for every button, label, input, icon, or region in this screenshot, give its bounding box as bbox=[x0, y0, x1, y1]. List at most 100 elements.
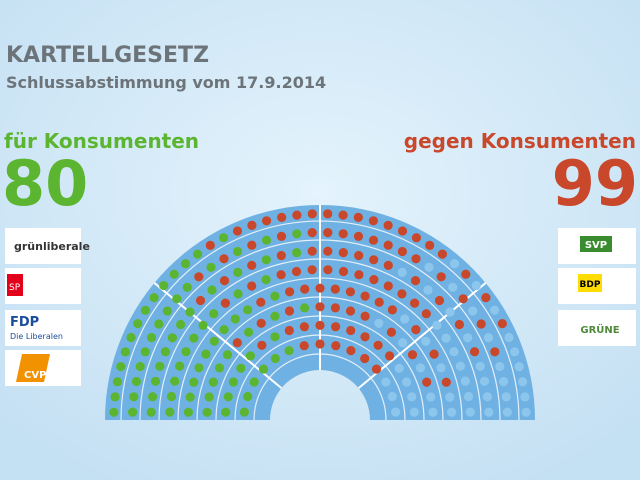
logo-box bbox=[5, 228, 81, 264]
seat bbox=[277, 212, 287, 222]
seat bbox=[346, 325, 356, 336]
seat bbox=[354, 250, 364, 261]
seat bbox=[360, 291, 370, 301]
seat bbox=[323, 209, 333, 219]
seat bbox=[497, 319, 507, 329]
seat bbox=[291, 266, 302, 277]
seat bbox=[169, 269, 179, 279]
seat bbox=[383, 281, 393, 291]
seat bbox=[149, 293, 159, 303]
seat bbox=[185, 392, 195, 402]
seat bbox=[261, 235, 272, 245]
seat bbox=[172, 294, 182, 304]
left-logos: grünliberale SP FDP Die Liberalen CVP bbox=[5, 228, 90, 386]
seat bbox=[386, 327, 396, 337]
seat bbox=[219, 276, 230, 286]
seat bbox=[323, 265, 333, 275]
for-count: 80 bbox=[2, 147, 88, 220]
seat bbox=[159, 280, 169, 291]
seat bbox=[284, 325, 294, 336]
seat bbox=[247, 281, 257, 291]
seat bbox=[299, 322, 309, 332]
seat bbox=[245, 351, 255, 361]
seat bbox=[276, 231, 287, 241]
hemicycle bbox=[105, 205, 535, 421]
seat bbox=[353, 231, 364, 241]
seat bbox=[476, 319, 486, 329]
for-label: für Konsumenten bbox=[4, 129, 199, 153]
seat bbox=[219, 254, 229, 264]
seat bbox=[110, 392, 120, 402]
seat bbox=[454, 319, 464, 330]
logo-text: Die Liberalen bbox=[10, 332, 63, 341]
seat bbox=[261, 255, 271, 265]
seat bbox=[276, 270, 286, 280]
seat bbox=[409, 407, 419, 417]
seat bbox=[484, 407, 494, 417]
seat bbox=[331, 341, 341, 351]
seat bbox=[338, 210, 348, 220]
seat bbox=[166, 391, 177, 402]
seat bbox=[307, 246, 317, 256]
seat bbox=[315, 339, 325, 349]
seat bbox=[323, 228, 333, 238]
seat bbox=[208, 377, 218, 387]
seat bbox=[193, 249, 203, 259]
seat bbox=[185, 307, 195, 317]
seat bbox=[209, 309, 219, 319]
seat bbox=[411, 325, 421, 335]
seat bbox=[338, 266, 349, 277]
seat bbox=[479, 376, 490, 386]
seat bbox=[292, 229, 302, 239]
seat bbox=[407, 392, 417, 402]
seat bbox=[470, 347, 480, 357]
seat bbox=[425, 240, 435, 250]
seat bbox=[232, 226, 243, 236]
seat bbox=[415, 363, 426, 373]
seat bbox=[284, 306, 295, 316]
seat bbox=[307, 228, 317, 238]
seat bbox=[299, 341, 309, 351]
seat bbox=[315, 320, 325, 330]
seat bbox=[445, 392, 455, 402]
seat bbox=[330, 284, 340, 294]
seat bbox=[521, 407, 531, 417]
seat bbox=[276, 250, 286, 261]
seat bbox=[383, 260, 393, 270]
seat bbox=[112, 377, 122, 387]
seat bbox=[441, 333, 451, 343]
logo-text: SVP bbox=[585, 240, 607, 251]
seat bbox=[135, 361, 145, 372]
seat bbox=[422, 377, 432, 387]
seat bbox=[514, 362, 524, 372]
seat bbox=[374, 297, 384, 307]
seat bbox=[465, 407, 475, 417]
seat bbox=[262, 216, 272, 226]
right-logos: SVP BDP GRÜNE bbox=[558, 228, 636, 346]
seat bbox=[471, 280, 481, 291]
seat bbox=[219, 233, 229, 243]
seat bbox=[256, 297, 266, 307]
seat bbox=[292, 248, 302, 258]
seat bbox=[160, 347, 170, 357]
seat bbox=[520, 392, 530, 402]
seat bbox=[468, 306, 478, 316]
seat bbox=[233, 246, 243, 257]
seat bbox=[323, 246, 333, 256]
seat bbox=[230, 314, 240, 324]
seat bbox=[154, 319, 164, 329]
seat bbox=[398, 338, 408, 348]
seat bbox=[460, 376, 470, 386]
seat bbox=[490, 347, 500, 357]
seat bbox=[407, 350, 418, 360]
seat bbox=[330, 303, 340, 313]
seat bbox=[189, 333, 199, 343]
seat bbox=[162, 306, 172, 316]
seat bbox=[129, 392, 139, 402]
seat bbox=[448, 282, 458, 292]
seat bbox=[345, 287, 355, 297]
seat bbox=[239, 407, 249, 417]
logo-box bbox=[5, 310, 81, 346]
seat bbox=[249, 377, 259, 387]
seat bbox=[445, 307, 455, 317]
